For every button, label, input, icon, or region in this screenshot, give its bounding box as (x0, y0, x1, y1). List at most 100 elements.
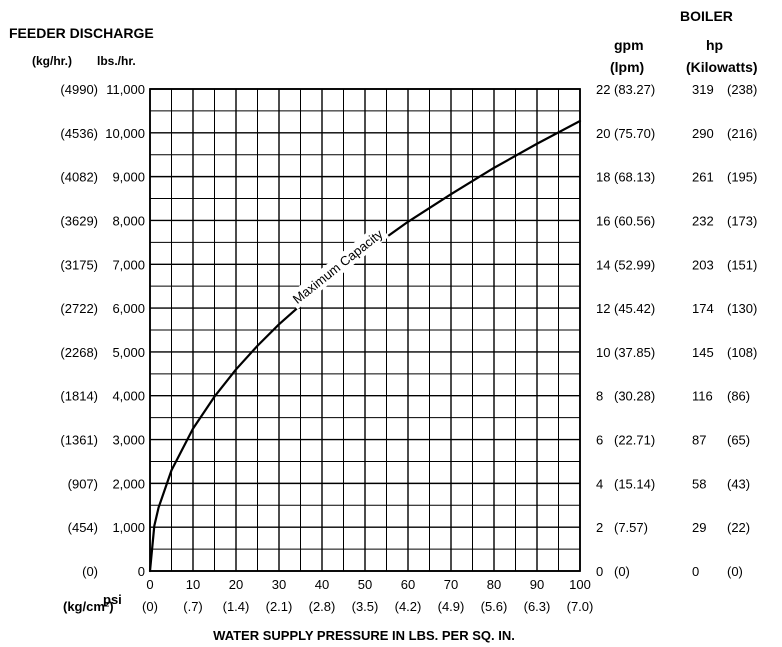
left-tick-metric: (4082) (60, 170, 98, 185)
left-axis-imperial-unit: lbs./hr. (97, 54, 136, 68)
left-tick-label: 2,000 (112, 476, 145, 491)
right-tick-hp: 319 (692, 82, 714, 97)
right-axis-title: BOILER (680, 8, 733, 24)
right-tick-gpm: 2 (596, 520, 603, 535)
x-tick-label: 10 (186, 577, 200, 592)
x-tick-label: 30 (272, 577, 286, 592)
right-tick-gpm: 22 (596, 82, 610, 97)
series-label: Maximum Capacity (290, 226, 386, 307)
left-tick-label: 1,000 (112, 520, 145, 535)
x-tick-metric: (2.8) (309, 599, 336, 614)
right-tick-kw: (130) (727, 301, 757, 316)
left-tick-label: 7,000 (112, 257, 145, 272)
x-tick-label: 70 (444, 577, 458, 592)
left-tick-metric: (4536) (60, 126, 98, 141)
right-tick-kw: (0) (727, 564, 743, 579)
x-tick-metric: (5.6) (481, 599, 508, 614)
right-tick-gpm: 4 (596, 476, 603, 491)
right-tick-hp: 145 (692, 345, 714, 360)
x-tick-label: 80 (487, 577, 501, 592)
left-tick-label: 4,000 (112, 389, 145, 404)
x-axis-ticks: 0 (0) 10 (.7) 20 (1.4) 30 (2.1) 40 (2.8) 50 (3.5) 60… (142, 577, 593, 614)
right-axis-kw-title: (Kilowatts) (686, 59, 758, 75)
x-axis-title: WATER SUPPLY PRESSURE IN LBS. PER SQ. IN… (213, 628, 515, 643)
right-tick-kw: (108) (727, 345, 757, 360)
right-axis-ticks: 0 (0) 0 (0) 2 (7.57) 29 (22) 4 (15.14) 58 (43) 6 (22.… (596, 82, 757, 579)
x-tick-metric: (6.3) (524, 599, 551, 614)
right-tick-hp: 0 (692, 564, 699, 579)
right-tick-kw: (65) (727, 433, 750, 448)
right-tick-gpm: 14 (596, 257, 610, 272)
x-tick-label: 0 (146, 577, 153, 592)
right-tick-kw: (22) (727, 520, 750, 535)
x-tick-metric: (.7) (183, 599, 203, 614)
right-tick-kw: (173) (727, 213, 757, 228)
left-tick-metric: (454) (68, 520, 98, 535)
right-tick-hp: 87 (692, 433, 706, 448)
left-tick-label: 5,000 (112, 345, 145, 360)
series-line (148, 119, 582, 573)
left-tick-label: 3,000 (112, 433, 145, 448)
left-tick-metric: (1814) (60, 389, 98, 404)
right-tick-gpm: 12 (596, 301, 610, 316)
right-tick-kw: (195) (727, 170, 757, 185)
right-tick-kw: (86) (727, 389, 750, 404)
right-tick-lpm: (83.27) (614, 82, 655, 97)
x-tick-metric: (2.1) (266, 599, 293, 614)
left-tick-label: 11,000 (106, 82, 145, 97)
left-axis-metric-unit: (kg/hr.) (32, 54, 73, 68)
plot-border (149, 88, 581, 572)
left-tick-metric: (2722) (60, 301, 98, 316)
right-tick-lpm: (75.70) (614, 126, 655, 141)
right-tick-hp: 174 (692, 301, 714, 316)
left-tick-metric: (907) (68, 476, 98, 491)
x-tick-metric: (4.2) (395, 599, 422, 614)
right-tick-lpm: (45.42) (614, 301, 655, 316)
series-label-background (286, 223, 389, 310)
right-tick-lpm: (22.71) (614, 433, 655, 448)
right-tick-lpm: (37.85) (614, 345, 655, 360)
right-tick-lpm: (7.57) (614, 520, 648, 535)
right-tick-gpm: 6 (596, 433, 603, 448)
right-tick-kw: (216) (727, 126, 757, 141)
x-tick-metric: (3.5) (352, 599, 379, 614)
right-tick-kw: (43) (727, 476, 750, 491)
left-tick-label: 9,000 (112, 170, 145, 185)
x-tick-label: 40 (315, 577, 329, 592)
right-tick-lpm: (60.56) (614, 213, 655, 228)
x-tick-label: 60 (401, 577, 415, 592)
left-tick-metric: (0) (82, 564, 98, 579)
right-tick-hp: 203 (692, 257, 714, 272)
right-tick-lpm: (52.99) (614, 257, 655, 272)
right-axis-hp-title: hp (706, 37, 724, 53)
x-tick-metric: (1.4) (223, 599, 250, 614)
chart-grid (149, 88, 581, 572)
right-tick-hp: 261 (692, 170, 714, 185)
right-tick-lpm: (15.14) (614, 476, 655, 491)
x-tick-label: 20 (229, 577, 243, 592)
x-tick-metric: (0) (142, 599, 158, 614)
x-tick-metric: (7.0) (567, 599, 594, 614)
right-tick-kw: (238) (727, 82, 757, 97)
left-axis-title: FEEDER DISCHARGE (9, 25, 154, 41)
right-tick-gpm: 0 (596, 564, 603, 579)
right-tick-hp: 29 (692, 520, 706, 535)
left-tick-label: 0 (138, 564, 145, 579)
right-tick-gpm: 10 (596, 345, 610, 360)
right-tick-lpm: (30.28) (614, 389, 655, 404)
left-tick-label: 8,000 (112, 213, 145, 228)
right-tick-lpm: (0) (614, 564, 630, 579)
right-tick-hp: 232 (692, 213, 714, 228)
right-tick-hp: 116 (692, 389, 713, 404)
right-tick-hp: 290 (692, 126, 714, 141)
left-tick-label: 10,000 (105, 126, 145, 141)
left-tick-metric: (3629) (60, 213, 98, 228)
x-tick-metric: (4.9) (438, 599, 465, 614)
left-tick-metric: (3175) (60, 257, 98, 272)
x-axis-metric-unit-label: (kg/cm²) (63, 599, 114, 614)
left-tick-metric: (4990) (60, 82, 98, 97)
right-tick-lpm: (68.13) (614, 170, 655, 185)
left-axis-ticks: (0) 0 (454) 1,000 (907) 2,000 (1361) 3,000 (1814… (60, 82, 145, 579)
right-axis-gpm-title: gpm (614, 37, 644, 53)
